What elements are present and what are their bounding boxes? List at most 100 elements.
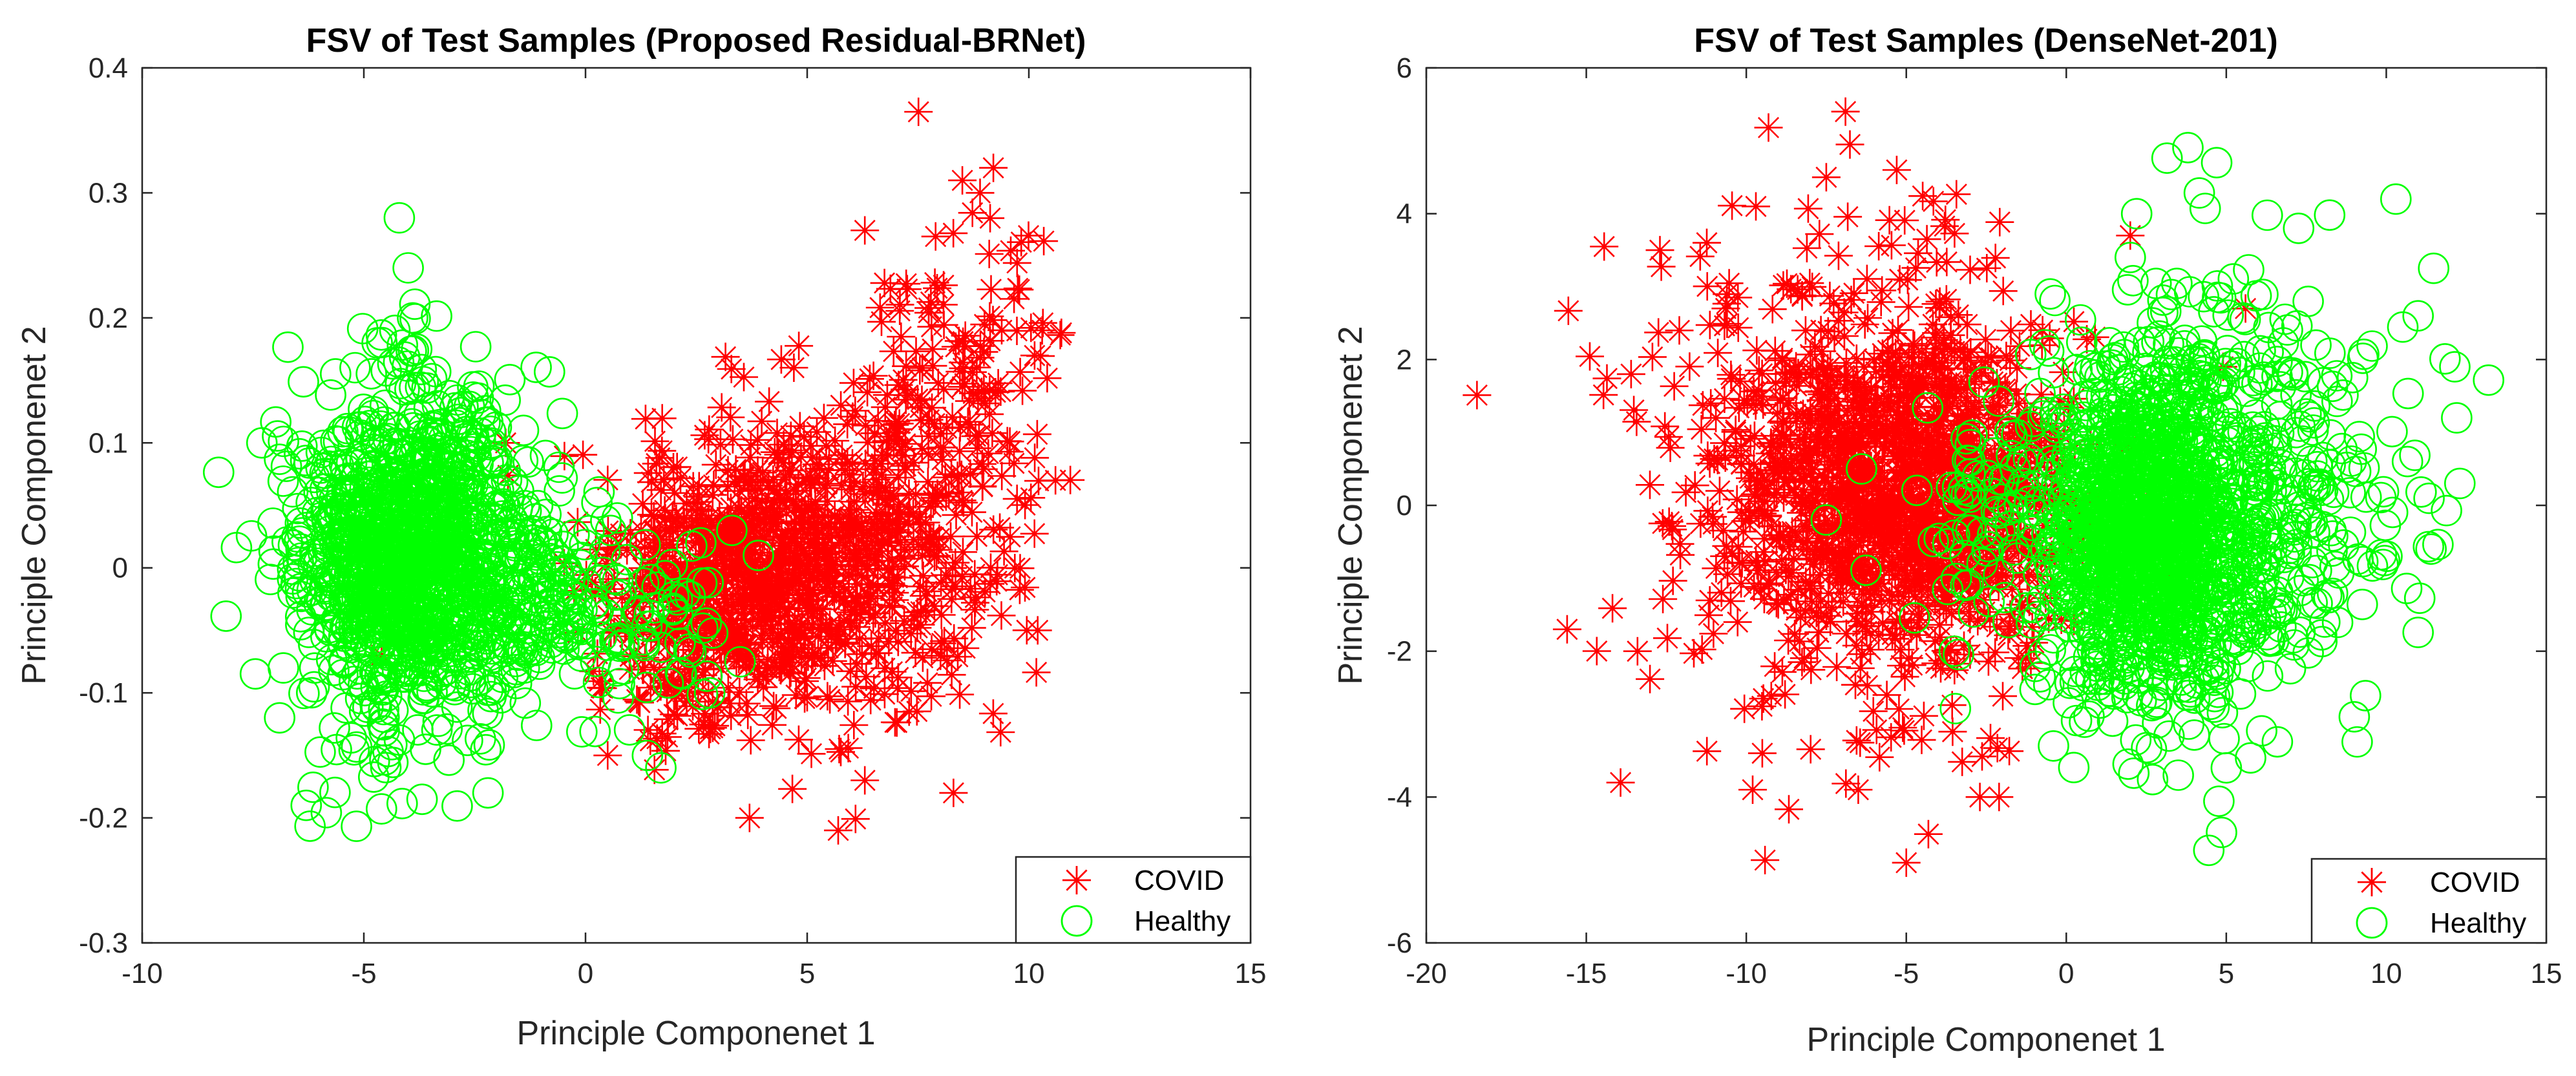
data-point-covid xyxy=(1799,467,1828,496)
data-point-covid xyxy=(957,613,986,642)
data-point-covid xyxy=(1758,295,1787,324)
chart-densenet-201: FSV of Test Samples (DenseNet-201) -20 -1… xyxy=(1332,22,2562,1059)
data-point-covid xyxy=(653,723,682,752)
data-point-covid xyxy=(588,673,617,702)
data-point-covid xyxy=(1884,695,1914,723)
data-point-covid xyxy=(1751,547,1780,576)
data-point-covid xyxy=(596,534,626,563)
data-point-covid xyxy=(951,634,980,662)
data-point-covid xyxy=(1881,560,1910,589)
data-point-covid xyxy=(955,386,984,416)
data-point-covid xyxy=(795,540,824,569)
data-point-covid xyxy=(2060,307,2088,336)
data-point-covid xyxy=(1782,445,1811,474)
data-point-covid xyxy=(1932,285,1961,314)
data-point-covid xyxy=(1778,517,1807,546)
data-point-covid xyxy=(649,465,679,494)
data-point-covid xyxy=(1937,456,1967,485)
data-point-covid xyxy=(945,437,974,466)
data-point-covid xyxy=(1946,335,1975,364)
data-point-covid xyxy=(1576,342,1604,371)
data-point-covid xyxy=(1869,538,1898,567)
data-point-covid xyxy=(1874,352,1903,381)
data-point-covid xyxy=(785,332,814,361)
data-point-covid xyxy=(859,361,888,390)
data-point-covid xyxy=(2231,294,2260,323)
data-point-healthy xyxy=(339,352,371,384)
data-point-covid xyxy=(975,240,1004,268)
data-point-covid xyxy=(702,693,732,722)
data-point-covid xyxy=(663,701,692,730)
data-point-covid xyxy=(654,616,683,645)
data-point-covid xyxy=(1808,537,1837,566)
data-point-healthy xyxy=(405,353,438,386)
data-point-covid xyxy=(1908,182,1937,211)
data-point-covid xyxy=(997,236,1025,265)
data-point-covid xyxy=(730,363,758,392)
y-axis-label: Principle Componenet 2 xyxy=(16,326,53,685)
data-point-healthy xyxy=(600,579,632,611)
data-point-covid xyxy=(766,531,795,560)
data-point-covid xyxy=(1763,399,1792,428)
data-point-covid xyxy=(812,431,841,460)
data-point-covid xyxy=(681,529,710,557)
data-point-covid xyxy=(659,560,688,589)
data-point-healthy xyxy=(327,416,359,448)
data-point-healthy xyxy=(290,789,322,821)
data-point-covid xyxy=(1922,319,1951,348)
data-point-covid xyxy=(730,629,759,658)
data-point-covid xyxy=(1775,533,1803,561)
data-point-covid xyxy=(950,369,979,398)
data-point-covid xyxy=(839,467,869,496)
data-point-covid xyxy=(1846,465,1875,494)
data-point-covid xyxy=(847,593,875,622)
data-point-covid xyxy=(1947,416,1976,445)
data-point-covid xyxy=(748,628,777,657)
data-point-covid xyxy=(926,641,955,670)
data-point-covid xyxy=(747,606,776,634)
data-point-covid xyxy=(1830,434,1859,463)
data-point-covid xyxy=(1029,227,1059,256)
data-point-covid xyxy=(1658,566,1687,595)
data-point-covid xyxy=(841,805,870,834)
data-point-covid xyxy=(1956,604,1985,633)
data-point-covid xyxy=(1855,448,1884,477)
data-point-covid xyxy=(1699,619,1728,648)
data-point-covid xyxy=(729,461,758,491)
data-point-covid xyxy=(1796,403,1825,432)
data-point-covid xyxy=(1905,520,1934,549)
data-point-covid xyxy=(938,575,967,604)
x-axis-label: Principle Componenet 1 xyxy=(517,1015,876,1052)
data-point-covid xyxy=(1799,550,1828,578)
data-point-covid xyxy=(1842,607,1871,636)
data-point-covid xyxy=(880,410,909,439)
data-point-covid xyxy=(956,459,985,488)
data-point-covid xyxy=(1693,272,1722,301)
data-point-covid xyxy=(707,654,736,683)
data-point-covid xyxy=(1858,492,1887,521)
data-point-covid xyxy=(1760,481,1789,509)
data-point-covid xyxy=(1968,742,1996,771)
data-point-covid xyxy=(1956,338,1985,366)
data-point-covid xyxy=(1881,339,1910,368)
data-point-covid xyxy=(1892,491,1921,519)
data-point-covid xyxy=(1620,396,1649,425)
data-point-covid xyxy=(936,522,966,551)
data-point-covid xyxy=(1785,627,1814,656)
data-point-covid xyxy=(1938,717,1967,746)
data-point-covid xyxy=(834,560,863,589)
data-point-covid xyxy=(710,635,739,664)
data-point-covid xyxy=(1792,234,1821,262)
data-point-covid xyxy=(914,439,943,469)
data-point-healthy xyxy=(298,628,330,660)
data-point-covid xyxy=(1755,570,1784,599)
data-point-covid xyxy=(1879,429,1908,458)
data-point-covid xyxy=(895,498,924,526)
data-point-covid xyxy=(708,531,737,560)
data-point-healthy xyxy=(271,526,303,558)
data-point-covid xyxy=(1909,701,1938,730)
data-point-covid xyxy=(978,699,1008,728)
data-point-covid xyxy=(1963,607,1992,636)
data-point-covid xyxy=(1863,477,1892,506)
data-point-healthy xyxy=(464,723,496,755)
